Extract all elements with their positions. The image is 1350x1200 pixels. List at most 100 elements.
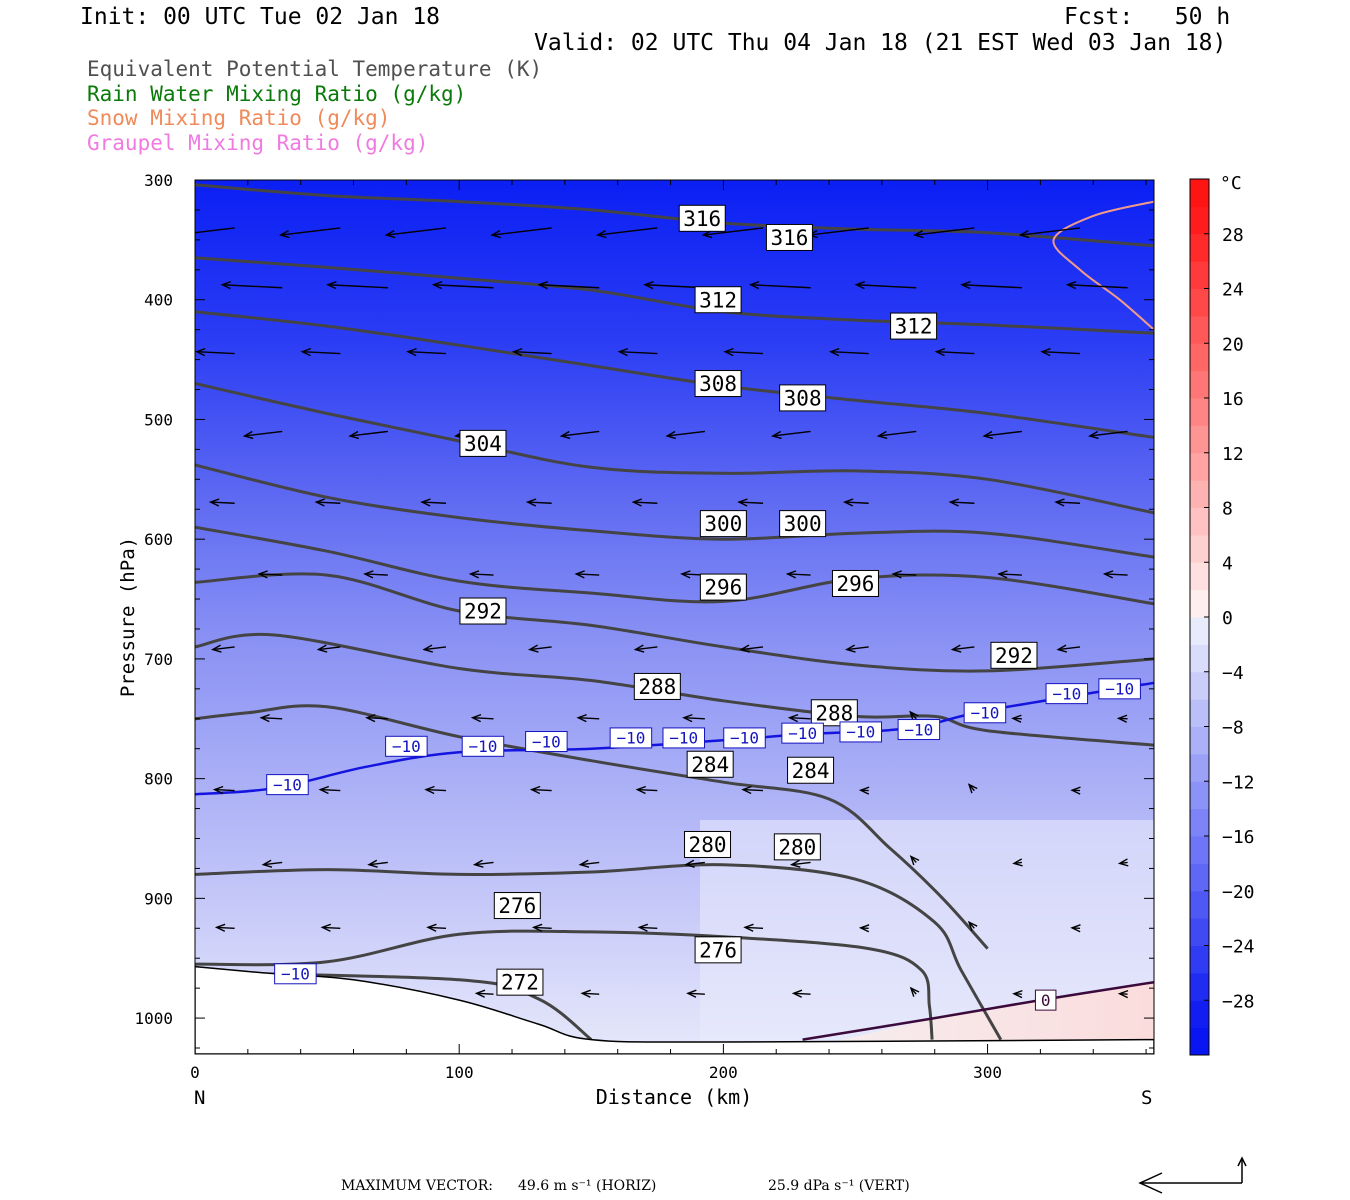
contour-label-box bbox=[678, 204, 726, 232]
contour-label-box bbox=[385, 735, 428, 757]
contour-label-box bbox=[525, 731, 568, 753]
wind-vector bbox=[407, 351, 447, 355]
wind-vector bbox=[492, 227, 552, 236]
wind-vector bbox=[742, 788, 764, 792]
wind-vector-head bbox=[684, 859, 695, 868]
wind-vector bbox=[1067, 284, 1128, 289]
legend-theta-e: Equivalent Potential Temperature (K) bbox=[87, 57, 543, 81]
wind-vector-head bbox=[912, 229, 924, 239]
contour-label: 284 bbox=[792, 759, 830, 783]
wind-vector-head bbox=[950, 644, 962, 653]
wind-vector-head bbox=[472, 859, 484, 868]
contour-label: 0 bbox=[1041, 991, 1051, 1010]
wind-vector-head bbox=[175, 231, 184, 238]
colorbar-label: 4 bbox=[1222, 553, 1233, 574]
wind-vector bbox=[619, 351, 658, 355]
wind-vector bbox=[425, 788, 447, 792]
theta-e-contour bbox=[195, 310, 1154, 439]
contour-label: −10 bbox=[392, 737, 421, 756]
theta-e-contour bbox=[195, 929, 934, 1040]
wind-vector bbox=[1104, 573, 1128, 576]
theta-e-contour bbox=[195, 572, 1154, 673]
wind-vector-head bbox=[1040, 347, 1051, 357]
wind-vector-head bbox=[1070, 786, 1081, 795]
wind-vector bbox=[214, 788, 235, 792]
colorbar-swatch bbox=[1190, 562, 1209, 591]
colorbar-label: −8 bbox=[1222, 718, 1244, 739]
wind-vector bbox=[280, 227, 341, 236]
wind-vector bbox=[427, 926, 447, 929]
wind-vector-head bbox=[195, 347, 206, 357]
contour-label: 280 bbox=[689, 833, 727, 857]
wind-vector bbox=[327, 284, 388, 289]
wind-vector-head bbox=[633, 644, 645, 653]
colorbar-swatch bbox=[1190, 890, 1209, 919]
wind-vector-head bbox=[982, 430, 994, 440]
wind-vector-head bbox=[406, 347, 417, 357]
wind-vector bbox=[472, 717, 494, 720]
colorbar-swatch bbox=[1190, 261, 1209, 289]
colorbar-swatch bbox=[1190, 808, 1209, 837]
wind-vector bbox=[476, 992, 494, 995]
wind-vector-head bbox=[363, 570, 374, 579]
wind-vector bbox=[846, 646, 869, 651]
wind-vector bbox=[513, 351, 552, 355]
wind-vector bbox=[195, 227, 235, 234]
theta-e-contour bbox=[195, 463, 1154, 559]
wind-vector-head bbox=[595, 229, 607, 239]
wind-vector-head bbox=[1117, 858, 1129, 867]
wind-vector-head bbox=[737, 498, 748, 507]
wind-vector bbox=[582, 992, 600, 995]
y-axis-label: Pressure (hPa) bbox=[117, 537, 139, 697]
contour-label: −10 bbox=[904, 720, 933, 739]
contour-label: 316 bbox=[683, 207, 721, 231]
contour-label: −10 bbox=[788, 724, 817, 743]
contour-label-box bbox=[963, 702, 1007, 724]
wind-vector-head bbox=[211, 644, 222, 653]
colorbar-swatch bbox=[1190, 781, 1209, 810]
wind-vector-head bbox=[348, 430, 359, 440]
wind-vector-head bbox=[578, 859, 590, 868]
wind-vector-head bbox=[424, 785, 435, 795]
wind-vector-head bbox=[242, 430, 254, 440]
wind-vector bbox=[772, 430, 811, 437]
wind-vector-head bbox=[723, 347, 734, 357]
wind-vector bbox=[527, 501, 552, 504]
wind-vector-head bbox=[1011, 714, 1022, 723]
colorbar-label: −16 bbox=[1222, 827, 1255, 848]
wind-vector bbox=[1042, 351, 1081, 355]
wind-vector bbox=[1089, 430, 1128, 437]
contour-label: −10 bbox=[846, 723, 875, 742]
south-label: S bbox=[1141, 1087, 1152, 1109]
contour-label-box bbox=[890, 312, 938, 340]
contour-label-box bbox=[633, 672, 681, 700]
wind-vector bbox=[998, 573, 1022, 576]
wind-vector-head bbox=[842, 498, 854, 507]
wind-vector bbox=[787, 573, 811, 576]
wind-vector-head bbox=[470, 713, 482, 723]
contour-label-box bbox=[779, 510, 827, 538]
x-axis-label: Distance (km) bbox=[596, 1085, 753, 1109]
wind-vector bbox=[533, 926, 552, 929]
wind-vector bbox=[259, 573, 283, 576]
contour-label-box bbox=[1045, 683, 1089, 705]
contour-label: −10 bbox=[730, 729, 759, 748]
north-label: N bbox=[194, 1087, 205, 1109]
max-vector-horiz: 49.6 m s⁻¹ (HORIZ) bbox=[518, 1178, 657, 1194]
contour-label-box bbox=[694, 936, 742, 964]
colorbar-swatch bbox=[1190, 671, 1209, 700]
wind-vector bbox=[433, 284, 494, 289]
contour-label-box bbox=[496, 968, 544, 996]
wind-vector-head bbox=[468, 570, 480, 579]
contour-label: 308 bbox=[784, 386, 822, 410]
wind-vector bbox=[1056, 501, 1081, 504]
colorbar-swatch bbox=[1190, 972, 1209, 1001]
wind-vector bbox=[914, 227, 975, 236]
wind-vector-head bbox=[278, 229, 290, 239]
wind-vector-head bbox=[635, 785, 647, 795]
wind-vector-head bbox=[643, 281, 654, 290]
contour-label-box bbox=[493, 892, 541, 920]
wind-vector-head bbox=[789, 859, 801, 868]
theta-e-contour bbox=[195, 525, 1154, 606]
